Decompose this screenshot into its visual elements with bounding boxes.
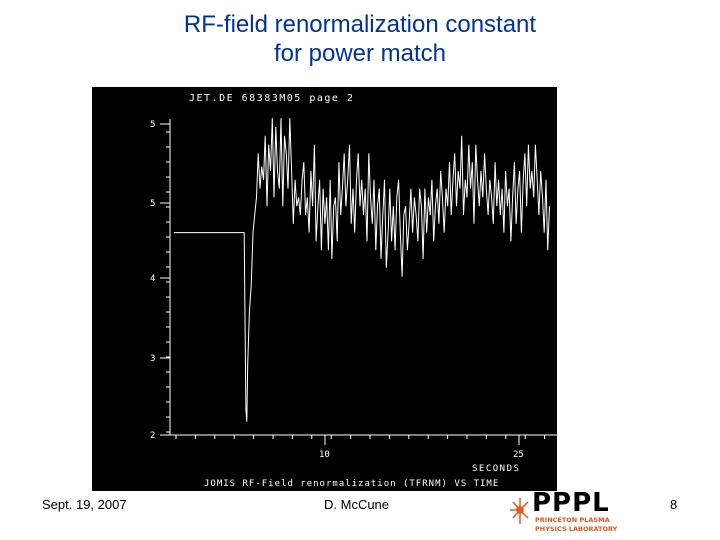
chart-lines xyxy=(174,118,550,422)
y-tick-label: 2 xyxy=(150,431,155,441)
y-tick-label: 5 xyxy=(150,199,155,209)
logo-letters: PPPL xyxy=(532,488,610,518)
x-tick-label: 10 xyxy=(319,450,330,460)
x-tick-label: 25 xyxy=(513,450,524,460)
pppl-logo: PPPL PRINCETON PLASMA PHYSICS LABORATORY xyxy=(510,488,618,533)
chart-axes xyxy=(169,119,557,436)
footer-page-number: 8 xyxy=(670,497,678,512)
slide-title-line-2: for power match xyxy=(273,40,447,67)
footer-author: D. McCune xyxy=(324,497,390,512)
slide-title: RF-field renormalization constant for po… xyxy=(0,10,720,68)
chart-footer-label: JOMIS RF-Field renormalization (TFRNM) V… xyxy=(204,479,499,489)
chart-ticks: 2 3 4 5 5 10 25 xyxy=(150,120,546,460)
logo-subtitle-2: PHYSICS LABORATORY xyxy=(535,525,618,533)
plot-frame: JET.DE 68383M05 page 2 2 3 4 5 5 10 25 SECONDS… xyxy=(92,87,557,491)
footer-date: Sept. 19, 2007 xyxy=(42,497,127,512)
slide-title-line-1: RF-field renormalization constant xyxy=(183,11,537,38)
chart: JET.DE 68383M05 page 2 2 3 4 5 5 10 25 SECONDS… xyxy=(150,93,557,489)
y-tick-label: 4 xyxy=(150,274,155,284)
logo-burst-icon xyxy=(510,498,529,524)
logo-subtitle-1: PRINCETON PLASMA xyxy=(535,516,610,524)
chart-header: JET.DE 68383M05 page 2 xyxy=(189,93,354,104)
y-tick-label: 5 xyxy=(150,120,155,130)
series-line-0 xyxy=(174,118,550,422)
y-tick-label: 3 xyxy=(150,354,155,364)
x-axis-label: SECONDS xyxy=(472,464,520,474)
